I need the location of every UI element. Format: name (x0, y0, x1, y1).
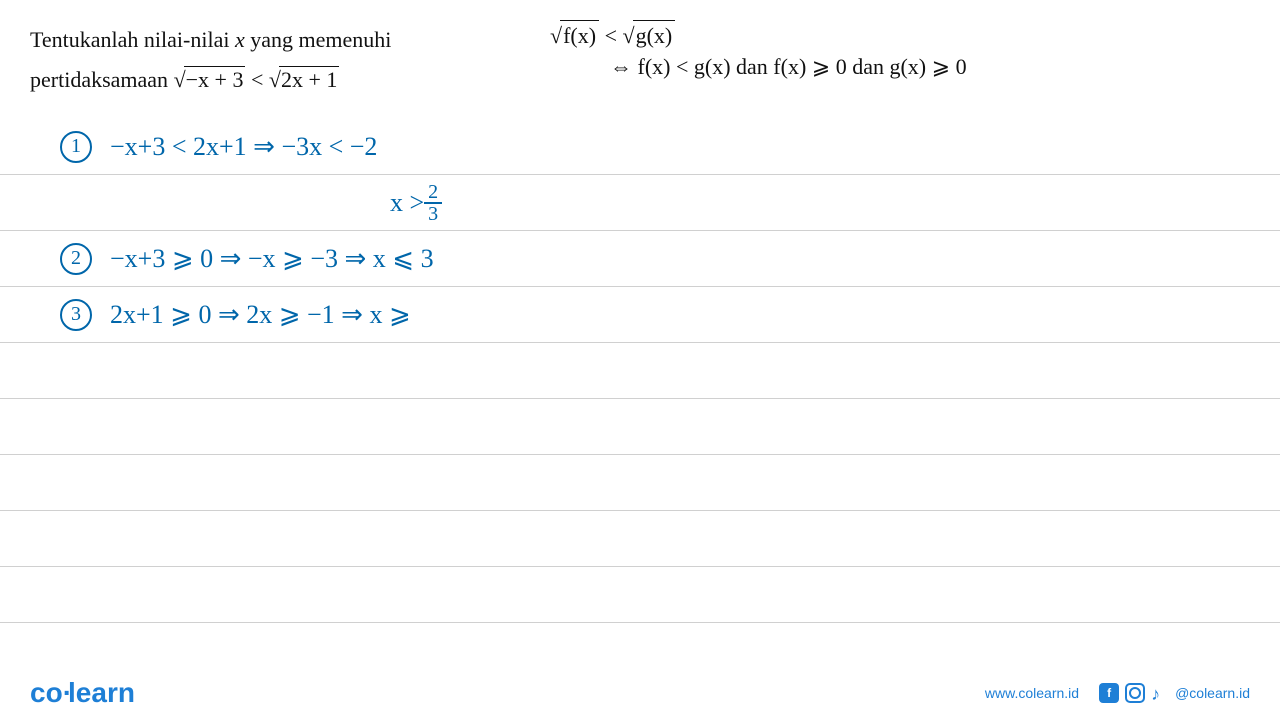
step-number-1: 1 (60, 131, 92, 163)
work-line-2: x > 2 3 (0, 175, 1280, 231)
sqrt-left: −x + 3 (174, 60, 246, 100)
variable-x: x (235, 27, 245, 52)
step-text: −x+3 < 2x+1 ⇒ −3x < −2 (110, 132, 377, 162)
step-text: x > (390, 188, 424, 218)
work-line-1: 1 −x+3 < 2x+1 ⇒ −3x < −2 (0, 119, 1280, 175)
work-line-4: 3 2x+1 ⩾ 0 ⇒ 2x ⩾ −1 ⇒ x ⩾ (0, 287, 1280, 343)
less-than: < (245, 67, 268, 92)
text: pertidaksamaan (30, 67, 174, 92)
step-number-2: 2 (60, 243, 92, 275)
blank-line (0, 511, 1280, 567)
tiktok-icon: ♪ (1151, 684, 1169, 702)
rule-annotation: f(x) < g(x) ⇔ f(x) < g(x) dan f(x) ⩾ 0 d… (550, 20, 1250, 99)
radicand: 2x + 1 (279, 66, 339, 92)
problem-line-1: Tentukanlah nilai-nilai x yang memenuhi (30, 20, 510, 60)
fx: f(x) (560, 20, 599, 52)
step-number-3: 3 (60, 299, 92, 331)
radicand: −x + 3 (184, 66, 246, 92)
website-url: www.colearn.id (985, 685, 1079, 701)
social-handle: @colearn.id (1175, 685, 1250, 701)
step-text: −x+3 ⩾ 0 ⇒ −x ⩾ −3 ⇒ x ⩽ 3 (110, 244, 434, 274)
problem-area: Tentukanlah nilai-nilai x yang memenuhi … (0, 0, 1280, 109)
sqrt-right: 2x + 1 (269, 60, 340, 100)
problem-line-2: pertidaksamaan −x + 3 < 2x + 1 (30, 60, 510, 100)
blank-line (0, 399, 1280, 455)
text: Tentukanlah nilai-nilai (30, 27, 235, 52)
rule-line-2: ⇔ f(x) < g(x) dan f(x) ⩾ 0 dan g(x) ⩾ 0 (550, 52, 1250, 83)
problem-statement: Tentukanlah nilai-nilai x yang memenuhi … (30, 20, 510, 99)
brand-logo: co·learn (30, 677, 135, 709)
footer: co·learn www.colearn.id f ♪ @colearn.id (0, 665, 1280, 720)
fraction-two-thirds: 2 3 (424, 182, 442, 224)
facebook-icon: f (1099, 683, 1119, 703)
sqrt-fx: f(x) (550, 20, 599, 52)
less-than: < (605, 23, 623, 48)
social-icons: f ♪ @colearn.id (1099, 683, 1250, 703)
numerator: 2 (424, 182, 442, 204)
logo-co: co (30, 677, 63, 708)
footer-right: www.colearn.id f ♪ @colearn.id (985, 683, 1250, 703)
sqrt-gx: g(x) (622, 20, 675, 52)
blank-line (0, 455, 1280, 511)
blank-line (0, 343, 1280, 399)
rule-line-1: f(x) < g(x) (550, 20, 1250, 52)
text: yang memenuhi (245, 27, 392, 52)
work-line-3: 2 −x+3 ⩾ 0 ⇒ −x ⩾ −3 ⇒ x ⩽ 3 (0, 231, 1280, 287)
blank-line (0, 567, 1280, 623)
step-text: 2x+1 ⩾ 0 ⇒ 2x ⩾ −1 ⇒ x ⩾ (110, 300, 411, 330)
instagram-icon (1125, 683, 1145, 703)
gx: g(x) (633, 20, 676, 52)
logo-learn: learn (68, 677, 135, 708)
denominator: 3 (424, 204, 442, 224)
worked-solution: 1 −x+3 < 2x+1 ⇒ −3x < −2 x > 2 3 2 −x+3 … (0, 119, 1280, 623)
